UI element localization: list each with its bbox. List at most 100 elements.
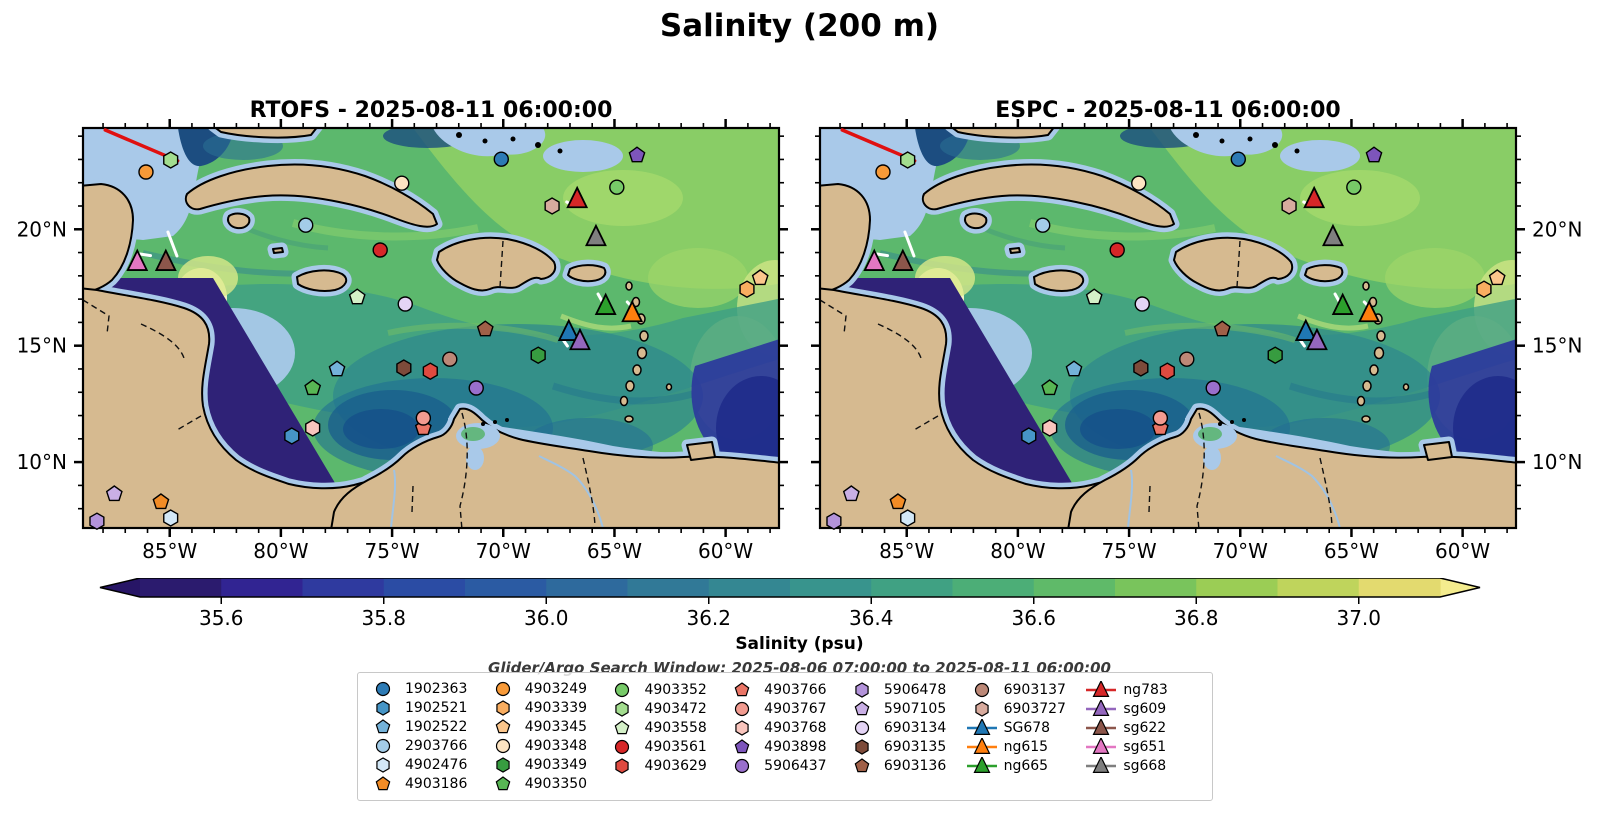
- legend-marker-sg668: [1092, 757, 1110, 774]
- marker-6903137: [1179, 351, 1195, 367]
- marker-4903350: [1041, 379, 1059, 396]
- legend-marker-4903768: [735, 720, 749, 736]
- marker-6903136: [1213, 320, 1231, 337]
- circle-marker-icon: [375, 682, 391, 697]
- colorbar-outline: [99, 577, 1481, 598]
- marker-4903352: [609, 179, 625, 195]
- legend-entry-sg651: sg651: [1084, 738, 1204, 757]
- marker-ng783: [566, 185, 589, 209]
- marker-4903472: [163, 151, 179, 169]
- x-tick-label: 60°W: [1435, 539, 1490, 563]
- circle-marker-icon: [495, 738, 510, 753]
- hexagon-marker-icon: [855, 739, 869, 755]
- legend-label: sg622: [1123, 719, 1167, 736]
- legend-label: 1902522: [405, 719, 468, 736]
- legend-label: 4903561: [644, 739, 707, 756]
- legend-marker-4903629: [615, 758, 630, 775]
- legend-label: 5906478: [883, 681, 947, 698]
- marker-sg651: [863, 248, 886, 271]
- marker-sg622: [154, 248, 177, 271]
- legend-marker-5906478: [855, 681, 869, 698]
- marker-5907105: [105, 485, 123, 502]
- legend-entry-6903137: 6903137: [965, 680, 1085, 699]
- y-tick-label: 15°N: [17, 334, 67, 358]
- legend-label: 4903898: [764, 739, 827, 756]
- legend-marker-4903766: [734, 681, 750, 696]
- legend-marker-4903349: [496, 757, 510, 773]
- pentagon-marker-icon: [854, 701, 870, 716]
- legend-label: 4903348: [524, 737, 588, 754]
- colorbar-segment: [627, 578, 710, 597]
- circle-marker-icon: [375, 738, 391, 753]
- legend-label: 4903345: [524, 719, 588, 736]
- legend-marker-2903766: [375, 738, 391, 753]
- legend-label: 5906437: [764, 758, 827, 775]
- marker-SG678: [557, 318, 580, 341]
- legend-marker-ng665: [973, 757, 991, 774]
- map-frame: [818, 126, 1518, 530]
- legend-column: 4903249 4903339 4903345 4903348 4903349 49033…: [486, 680, 606, 793]
- marker-4903768: [1042, 419, 1058, 437]
- legend-marker-4902476: [376, 757, 390, 773]
- legend-entry-4903348: 4903348: [486, 736, 606, 755]
- triangle-marker-icon: [966, 757, 997, 774]
- colorbar-segment: [383, 578, 466, 597]
- legend-column: 6903137 6903727 SG678 ng615 ng665: [965, 680, 1085, 793]
- circle-marker-icon: [974, 682, 989, 697]
- axis-ticks: [74, 119, 788, 537]
- y-tick-label: 10°N: [17, 450, 67, 474]
- colorbar-segment: [952, 578, 1035, 597]
- colorbar-segment: [546, 578, 629, 597]
- legend-column: 4903352 4903472 4903558 4903561 4903629: [605, 680, 725, 793]
- marker-6903137: [442, 351, 458, 367]
- marker-6903135: [1133, 359, 1149, 377]
- marker-4903339: [1476, 280, 1492, 299]
- observation-markers: [826, 146, 1506, 531]
- pentagon-marker-icon: [854, 758, 870, 773]
- legend-entry-4903767: 4903767: [725, 699, 845, 718]
- legend-entry-4903558: 4903558: [605, 718, 725, 737]
- colorbar-segment: [1033, 578, 1116, 597]
- legend-marker-4903558: [615, 720, 630, 735]
- marker-SG678: [1294, 318, 1317, 341]
- hexagon-marker-icon: [376, 757, 390, 773]
- legend-entry-5907105: 5907105: [845, 699, 965, 718]
- triangle-marker-icon: [1086, 699, 1117, 716]
- pentagon-marker-icon: [495, 775, 511, 790]
- colorbar-segment: [1277, 578, 1360, 597]
- legend-label: 4903352: [644, 681, 707, 698]
- colorbar-segment: [1196, 578, 1279, 597]
- marker-4903339: [739, 280, 755, 299]
- legend-label: 4903339: [524, 700, 588, 717]
- marker-ng615: [1358, 299, 1381, 323]
- legend-marker-4903249: [495, 682, 510, 697]
- legend-entry-6903134: 6903134: [845, 718, 965, 737]
- legend-label: ng783: [1123, 681, 1168, 698]
- legend-marker-sg609: [1092, 699, 1110, 716]
- triangle-marker-icon: [1086, 718, 1117, 735]
- map-content: [83, 128, 779, 528]
- marker-4902476: [900, 509, 916, 527]
- legend-label: ng615: [1003, 739, 1049, 756]
- marker-4903629: [422, 362, 438, 381]
- colorbar-segment: [465, 578, 547, 597]
- legend-label: 1902363: [405, 681, 468, 698]
- legend-marker-1902363: [375, 682, 391, 697]
- legend-marker-6903136: [854, 758, 870, 773]
- x-tick-label: 60°W: [698, 539, 753, 563]
- colorbar-tick-label: 36.4: [849, 606, 894, 630]
- y-tick-label: 10°N: [1532, 450, 1582, 474]
- marker-6903727: [1281, 197, 1297, 215]
- legend-label: 6903135: [883, 739, 947, 756]
- legend-label: 4903350: [524, 775, 588, 792]
- marker-4903629: [1159, 362, 1175, 381]
- x-tick-label: 70°W: [1213, 539, 1268, 563]
- marker-sg622: [891, 248, 914, 271]
- pentagon-marker-icon: [375, 775, 391, 790]
- hexagon-marker-icon: [376, 700, 390, 716]
- marker-2903766: [1035, 217, 1051, 233]
- legend-entry-5906478: 5906478: [845, 680, 965, 699]
- marker-1902521: [284, 427, 300, 445]
- colorbar-segment: [871, 578, 954, 597]
- legend-entry-4903898: 4903898: [725, 738, 845, 757]
